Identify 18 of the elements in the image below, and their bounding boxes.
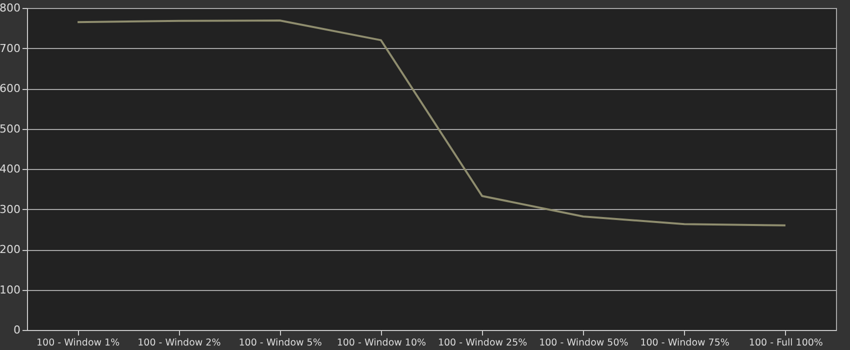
line-series xyxy=(76,19,786,226)
x-tick-label: 100 - Window 25% xyxy=(438,338,528,348)
y-tick-label: 400 xyxy=(0,162,20,176)
y-tick-label: 300 xyxy=(0,202,20,216)
y-tick-label: 600 xyxy=(0,82,20,95)
x-tick-label: 100 - Window 50% xyxy=(539,338,628,348)
x-tick-label: 100 - Window 2% xyxy=(138,338,221,348)
y-tick-label: 100 xyxy=(0,283,20,296)
y-tick-label: 800 xyxy=(0,2,20,14)
x-tick-label: 100 - Window 10% xyxy=(336,338,426,348)
y-tick-label: 200 xyxy=(0,243,20,256)
x-tick-label: 100 - Window 5% xyxy=(238,338,322,348)
y-tick-label: 0 xyxy=(14,324,20,336)
y-tick-label: 500 xyxy=(0,122,20,136)
x-tick-label: 100 - Window 75% xyxy=(640,338,730,348)
x-tick-label: 100 - Full 100% xyxy=(748,338,823,348)
x-tick-label: 100 - Window 1% xyxy=(36,338,120,348)
y-tick-label: 700 xyxy=(0,42,20,55)
